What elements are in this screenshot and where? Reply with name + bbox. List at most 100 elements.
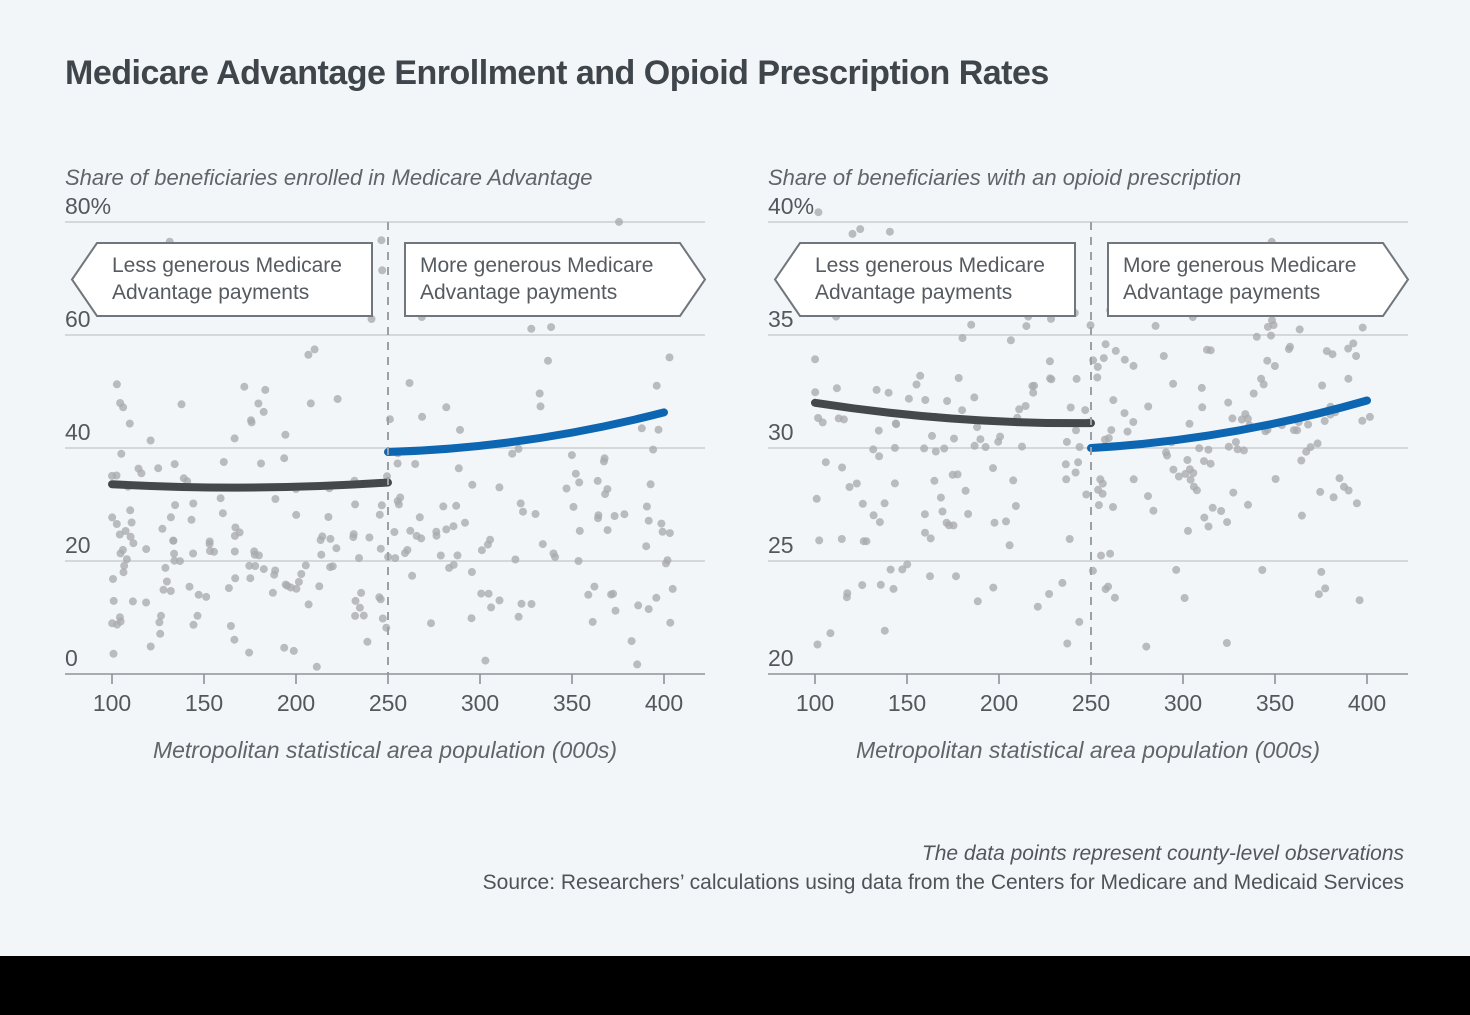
x-tick-label: 400 bbox=[645, 690, 683, 716]
data-point bbox=[1022, 322, 1031, 331]
data-point bbox=[869, 511, 878, 520]
data-point bbox=[442, 403, 451, 412]
data-point bbox=[449, 522, 458, 531]
data-point bbox=[926, 534, 935, 543]
data-point bbox=[1021, 402, 1030, 410]
data-point bbox=[527, 324, 536, 333]
x-tick-label: 250 bbox=[1072, 690, 1110, 716]
data-point bbox=[477, 546, 486, 555]
data-point bbox=[1174, 472, 1183, 481]
data-point bbox=[964, 510, 973, 518]
data-point bbox=[119, 568, 128, 577]
data-point bbox=[224, 584, 233, 593]
data-point bbox=[270, 570, 279, 579]
data-point bbox=[202, 592, 211, 601]
data-point bbox=[1329, 493, 1338, 502]
data-point bbox=[375, 510, 384, 519]
data-point bbox=[456, 425, 464, 434]
data-point bbox=[1123, 427, 1132, 436]
data-point bbox=[852, 479, 861, 488]
data-point bbox=[1223, 518, 1232, 527]
data-point bbox=[514, 444, 523, 453]
data-point bbox=[1097, 551, 1105, 560]
data-point bbox=[304, 600, 313, 609]
data-point bbox=[1268, 316, 1276, 325]
source-credit: Source: Researchers’ calculations using … bbox=[482, 871, 1404, 894]
data-point bbox=[240, 382, 249, 391]
data-point bbox=[1314, 590, 1323, 599]
data-point bbox=[1006, 336, 1015, 345]
data-point bbox=[1062, 475, 1071, 484]
data-point bbox=[611, 606, 620, 615]
data-point bbox=[575, 478, 584, 487]
data-point bbox=[1072, 374, 1081, 383]
y-tick-label: 20 bbox=[768, 645, 794, 671]
data-point bbox=[1200, 513, 1209, 522]
data-point bbox=[654, 425, 663, 434]
data-point bbox=[189, 620, 198, 629]
data-point bbox=[549, 549, 558, 558]
data-point bbox=[187, 515, 196, 524]
data-point bbox=[859, 537, 868, 546]
less-generous-callout: Less generous Medicare Advantage payment… bbox=[773, 242, 1076, 317]
data-point bbox=[128, 597, 137, 606]
data-point bbox=[359, 611, 368, 620]
data-point bbox=[1081, 406, 1090, 415]
callout-line: Less generous Medicare bbox=[815, 254, 1045, 277]
data-point bbox=[219, 458, 228, 466]
x-tick-label: 100 bbox=[93, 690, 131, 716]
data-point bbox=[289, 646, 298, 655]
data-point bbox=[418, 412, 427, 421]
data-point bbox=[408, 571, 417, 580]
data-point bbox=[1313, 439, 1322, 448]
data-point bbox=[1101, 585, 1110, 594]
data-point bbox=[112, 520, 121, 528]
data-point bbox=[1358, 416, 1367, 425]
data-point bbox=[146, 642, 155, 651]
data-point bbox=[230, 434, 239, 443]
data-point bbox=[593, 476, 602, 485]
data-point bbox=[584, 590, 593, 599]
chart-medicare-advantage-enrollment: Share of beneficiaries enrolled in Medic… bbox=[65, 165, 707, 763]
data-point bbox=[1093, 362, 1102, 371]
data-point bbox=[1186, 475, 1195, 484]
data-point bbox=[1033, 602, 1042, 611]
data-point bbox=[858, 499, 867, 508]
data-point bbox=[1129, 361, 1138, 370]
data-point bbox=[1228, 414, 1237, 423]
data-point bbox=[536, 402, 545, 411]
data-point bbox=[1195, 444, 1204, 453]
data-point bbox=[1129, 418, 1138, 426]
data-point bbox=[845, 483, 854, 491]
data-point bbox=[1075, 443, 1084, 451]
data-point bbox=[377, 501, 386, 510]
data-point bbox=[363, 637, 372, 646]
data-point bbox=[1222, 639, 1231, 647]
data-point bbox=[1231, 438, 1240, 446]
data-point bbox=[544, 356, 552, 365]
data-point bbox=[1180, 594, 1189, 602]
data-point bbox=[1002, 517, 1010, 526]
data-point bbox=[981, 443, 990, 451]
data-point bbox=[872, 385, 881, 394]
data-point bbox=[1304, 420, 1313, 429]
y-tick-label: 0 bbox=[65, 645, 78, 671]
data-point bbox=[839, 415, 848, 424]
data-point bbox=[1151, 321, 1160, 330]
data-point bbox=[122, 555, 131, 564]
data-point bbox=[884, 388, 893, 397]
data-point bbox=[315, 582, 324, 591]
data-point bbox=[454, 464, 463, 473]
data-point bbox=[396, 493, 405, 502]
data-point bbox=[119, 403, 128, 412]
data-point bbox=[588, 617, 597, 626]
data-point bbox=[1005, 541, 1014, 550]
data-point bbox=[318, 532, 327, 541]
data-point bbox=[943, 397, 952, 405]
x-tick-label: 150 bbox=[185, 690, 223, 716]
y-tick-label: 35 bbox=[768, 306, 794, 332]
data-point bbox=[875, 518, 884, 527]
data-point bbox=[206, 547, 214, 555]
data-point bbox=[166, 587, 175, 595]
